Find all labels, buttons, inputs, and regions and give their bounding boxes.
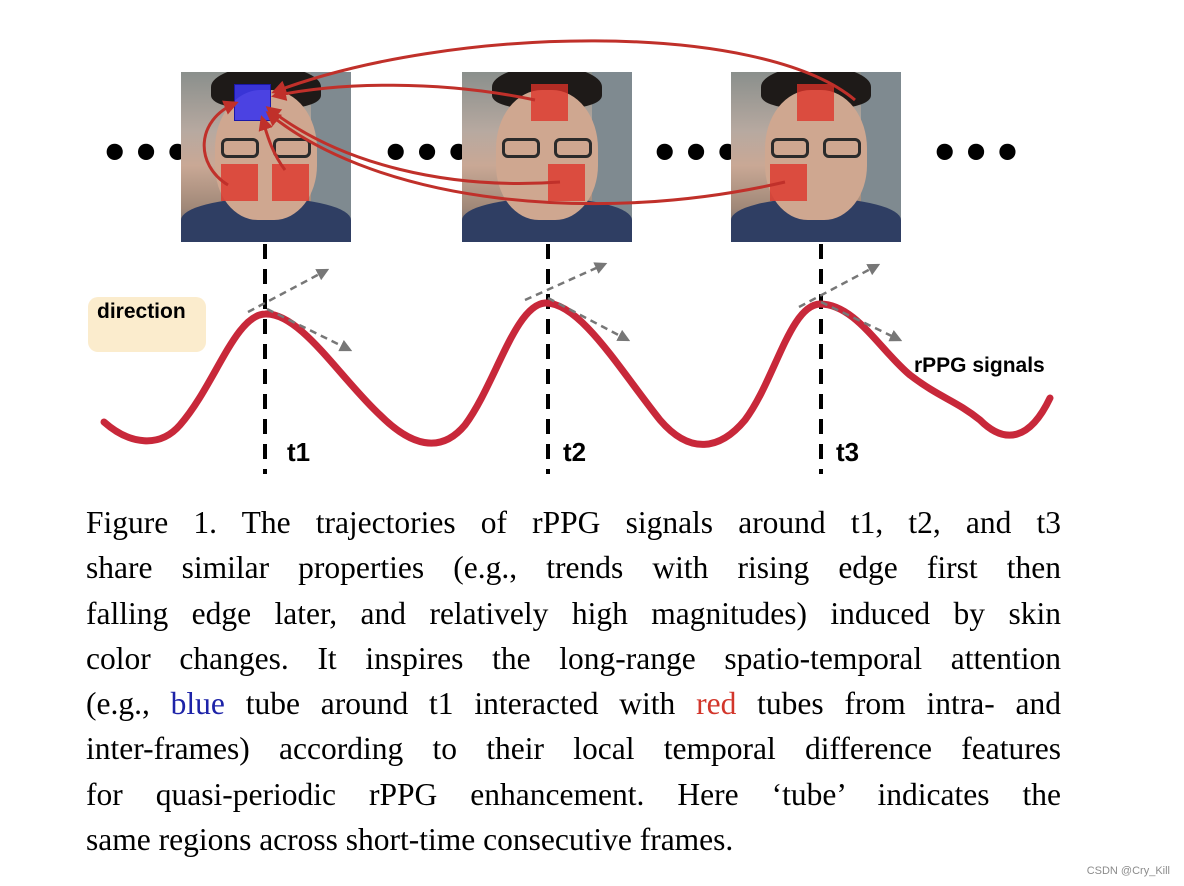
time-markers <box>263 244 823 474</box>
caption-line-4: color changes. It inspires the long-rang… <box>86 640 1061 676</box>
signal-label: rPPG signals <box>914 354 1045 377</box>
caption-line-8: same regions across short-time consecuti… <box>86 822 734 858</box>
time-label-t3: t3 <box>836 437 860 467</box>
caption-line-6: inter-frames) according to their local t… <box>86 731 1061 767</box>
red-tube-forehead <box>531 84 568 121</box>
caption-line-7: for quasi-periodic rPPG enhancement. Her… <box>86 776 1061 812</box>
attention-arrows <box>202 39 856 206</box>
watermark: CSDN @Cry_Kill <box>1086 865 1170 877</box>
arrow-frame3-forehead <box>271 39 856 102</box>
caption-blue-word: blue <box>170 686 225 722</box>
rppg-signal <box>100 299 1054 448</box>
arrow-right-cheek <box>258 115 287 171</box>
caption-line-1: Figure 1. The trajectories of rPPG signa… <box>86 505 1061 540</box>
red-tube-right-cheek <box>272 164 309 201</box>
ellipsis-left: ••• <box>100 126 195 180</box>
direction-fall-t1 <box>266 307 353 352</box>
red-tube-left-cheek <box>221 164 258 201</box>
direction-rise-t3 <box>798 263 881 309</box>
arrow-frame2-forehead <box>271 83 536 102</box>
time-label-t1: t1 <box>287 437 311 467</box>
caption-line-5: (e.g., blue tube around t1 interacted wi… <box>86 686 1061 722</box>
ellipsis-mid-2: ••• <box>650 126 745 180</box>
direction-arrows <box>247 262 903 352</box>
face-frame-2 <box>462 72 632 242</box>
face-frame-3 <box>731 72 901 242</box>
direction-fall-t3 <box>820 300 903 342</box>
legend-label: direction <box>97 300 186 323</box>
caption-line-2: share similar properties (e.g., trends w… <box>86 550 1061 586</box>
arrow-frame2-cheek <box>265 106 561 185</box>
figure-caption: Figure 1. The trajectories of rPPG signa… <box>86 500 1061 862</box>
ellipsis-right: ••• <box>930 126 1025 180</box>
arrow-left-cheek <box>202 100 239 187</box>
time-label-t2: t2 <box>563 437 587 467</box>
figure: ••• ••• ••• ••• <box>88 39 1054 474</box>
blue-tube-forehead <box>234 84 271 121</box>
caption-line-3: falling edge later, and relatively high … <box>86 595 1061 631</box>
direction-rise-t2 <box>524 262 608 302</box>
direction-fall-t2 <box>547 296 631 342</box>
red-tube-forehead <box>797 84 834 121</box>
figure-overlay <box>100 39 1054 474</box>
direction-legend: direction <box>88 297 206 352</box>
direction-rise-t1 <box>247 268 330 314</box>
caption-red-word: red <box>696 686 737 722</box>
arrow-frame3-cheek <box>265 111 786 206</box>
